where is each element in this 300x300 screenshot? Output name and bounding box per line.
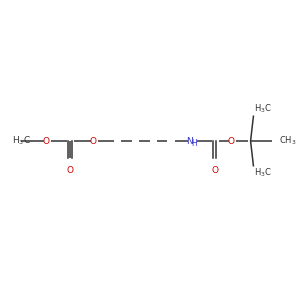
Text: O: O bbox=[67, 166, 74, 175]
Text: O: O bbox=[42, 136, 49, 146]
Text: $\mathsf{CH_3}$: $\mathsf{CH_3}$ bbox=[279, 135, 297, 147]
Text: O: O bbox=[228, 136, 235, 146]
Text: $\mathsf{H_3C}$: $\mathsf{H_3C}$ bbox=[254, 103, 272, 115]
Text: $\mathsf{H_3C}$: $\mathsf{H_3C}$ bbox=[12, 135, 31, 147]
Text: $\mathsf{H_3C}$: $\mathsf{H_3C}$ bbox=[254, 167, 272, 179]
Text: N: N bbox=[186, 136, 193, 146]
Text: O: O bbox=[89, 136, 96, 146]
Text: H: H bbox=[191, 140, 197, 148]
Text: O: O bbox=[211, 166, 218, 175]
